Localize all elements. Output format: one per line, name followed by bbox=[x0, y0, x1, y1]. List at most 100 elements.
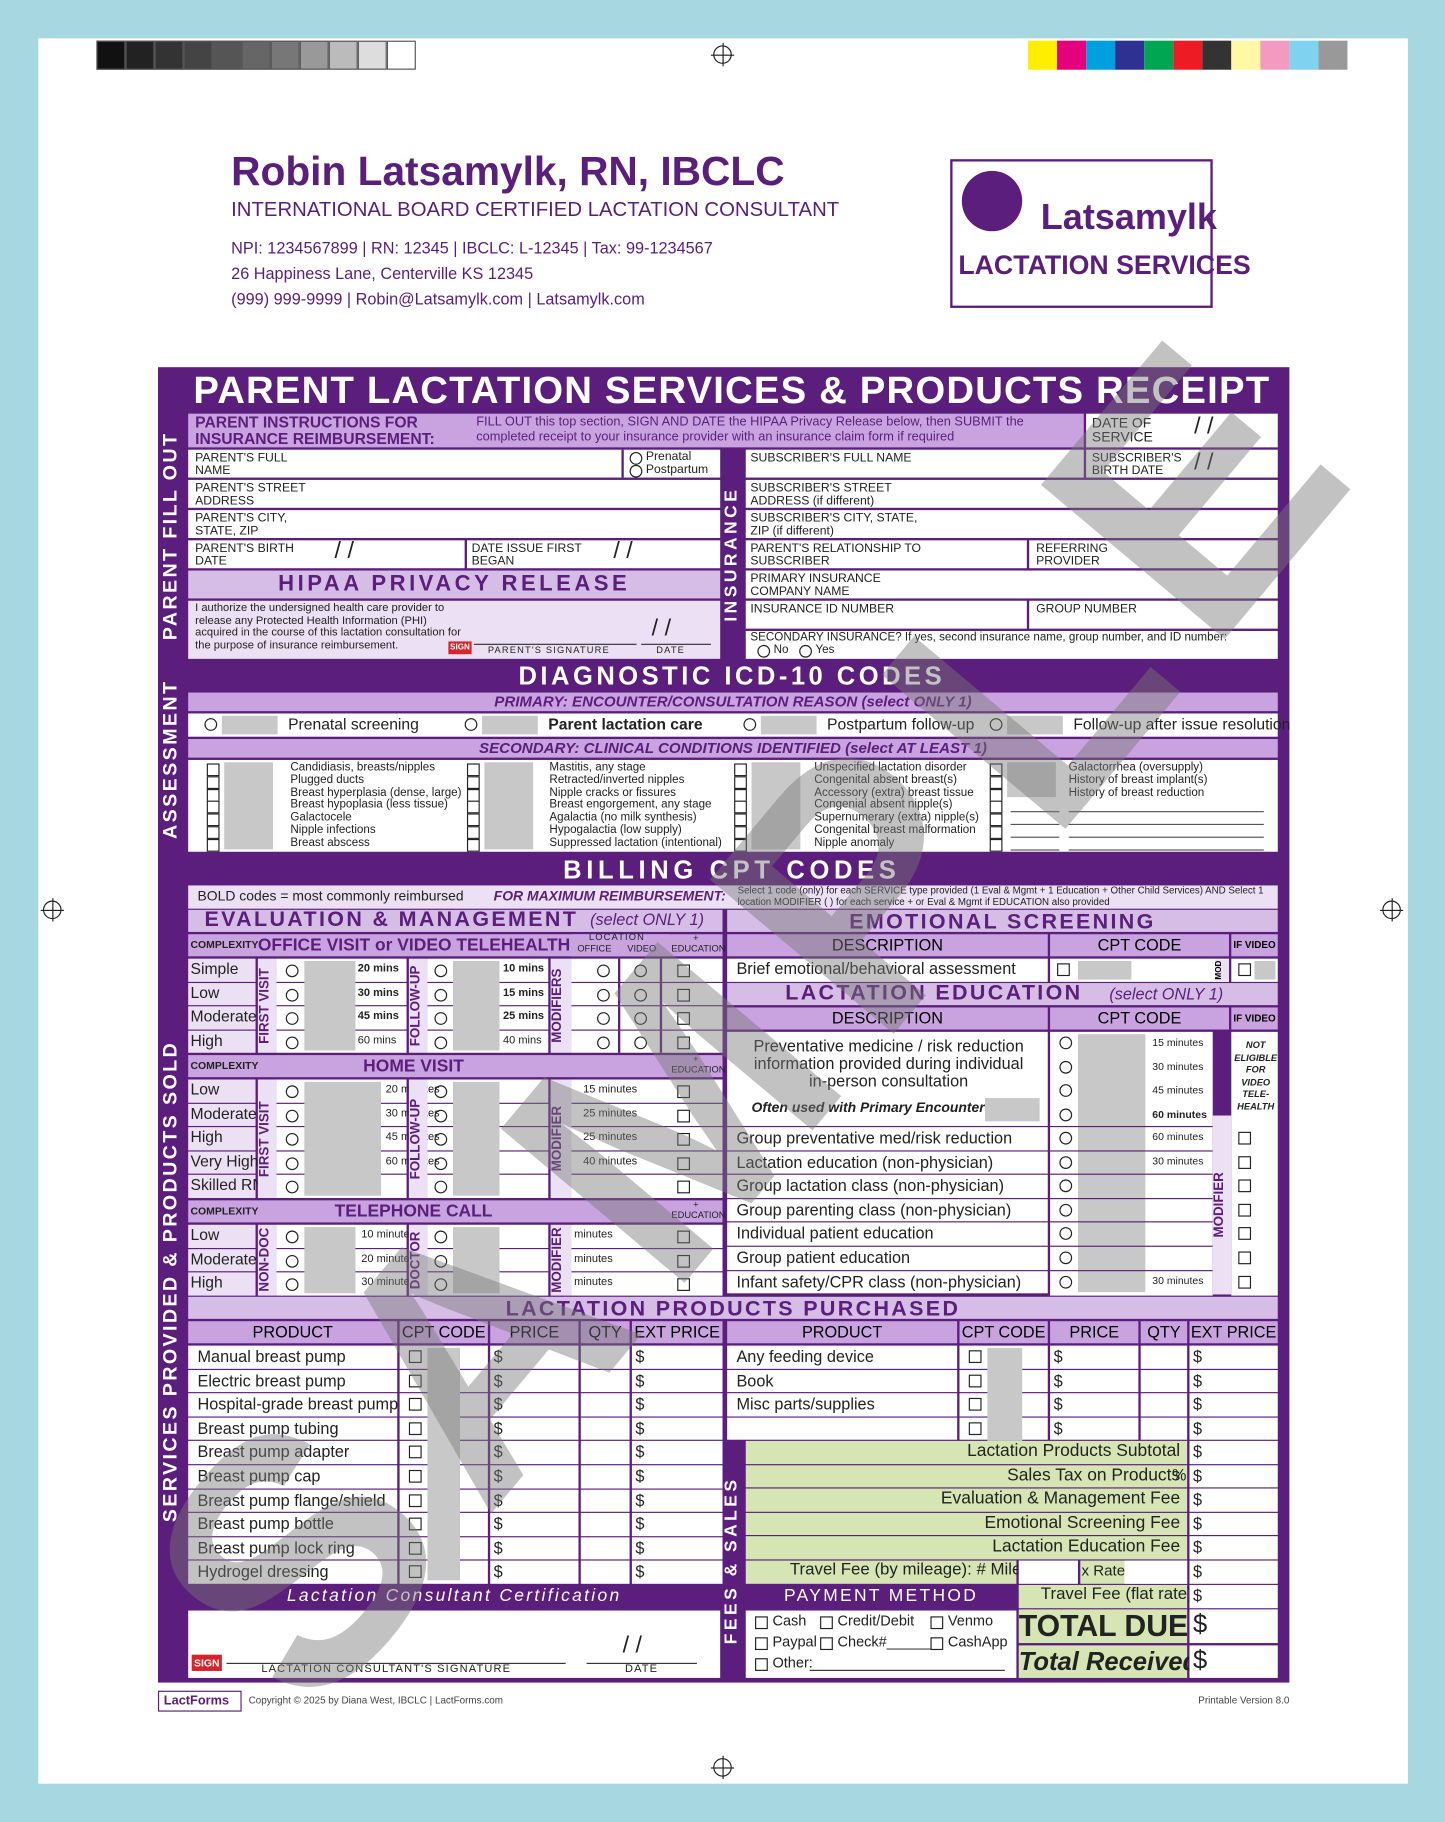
label: History of breast implant(s) bbox=[1068, 773, 1208, 787]
label: SUBSCRIBER'S BIRTH DATE bbox=[1091, 450, 1182, 478]
divider bbox=[659, 982, 663, 1006]
color-patch bbox=[270, 40, 300, 70]
section-heading: QTY bbox=[588, 1322, 622, 1341]
label: BOLD codes = most commonly reimbursed bbox=[197, 887, 464, 905]
label: % bbox=[1172, 1465, 1187, 1484]
label: Copyright © 2025 by Diana West, IBCLC | … bbox=[248, 1694, 503, 1706]
label: COMPLEXITY bbox=[190, 938, 259, 951]
label: $ bbox=[635, 1538, 645, 1557]
section-heading: LACTATION PRODUCTS PURCHASED bbox=[505, 1295, 961, 1321]
label: INSURANCE ID NUMBER bbox=[750, 601, 895, 616]
label: Parent lactation care bbox=[548, 715, 703, 734]
label: High bbox=[190, 1031, 223, 1050]
checkbox bbox=[734, 775, 747, 789]
code-placeholder bbox=[221, 715, 278, 735]
vertical-label: FIRST VISIT bbox=[257, 1100, 272, 1177]
label: CashApp bbox=[947, 1633, 1008, 1651]
radio-button bbox=[634, 1036, 648, 1050]
cell bbox=[745, 570, 1278, 599]
label: VIDEO bbox=[627, 943, 657, 955]
label: Galactocele bbox=[290, 811, 352, 825]
label: 30 mins bbox=[357, 986, 399, 999]
label: 60 mins bbox=[357, 1033, 397, 1047]
color-patch bbox=[241, 40, 271, 70]
cell bbox=[490, 1393, 579, 1417]
color-patch bbox=[299, 40, 329, 70]
cell bbox=[727, 1417, 958, 1441]
cell bbox=[188, 1175, 256, 1199]
label: / / bbox=[622, 1632, 642, 1659]
checkbox bbox=[1238, 1179, 1252, 1193]
radio-button bbox=[434, 964, 448, 978]
vertical-label: MODIFIER bbox=[1212, 1172, 1227, 1238]
label: DATE OF SERVICE bbox=[1091, 414, 1153, 446]
color-patch bbox=[1231, 40, 1261, 70]
label: / / bbox=[1194, 449, 1214, 476]
label: Nipple cracks or fissures bbox=[549, 786, 676, 799]
cell bbox=[257, 958, 277, 1054]
checkbox bbox=[677, 1085, 690, 1099]
label: $ bbox=[635, 1466, 645, 1486]
cell bbox=[1189, 1440, 1278, 1464]
section-heading: PRICE bbox=[509, 1322, 560, 1341]
row-line bbox=[1050, 1197, 1213, 1199]
cell bbox=[571, 1175, 723, 1199]
checkbox bbox=[206, 838, 220, 852]
cell bbox=[580, 1489, 630, 1512]
checkbox bbox=[677, 1157, 690, 1170]
cell bbox=[1189, 1512, 1278, 1536]
checkbox bbox=[820, 1616, 833, 1630]
label: Prenatal bbox=[645, 449, 692, 464]
cell bbox=[631, 1393, 723, 1417]
color-patch bbox=[125, 40, 155, 70]
logo-box bbox=[950, 159, 1213, 308]
cell bbox=[745, 1464, 1188, 1488]
cell bbox=[188, 1248, 256, 1272]
cell bbox=[745, 510, 1278, 539]
label: 25 minutes bbox=[583, 1106, 638, 1120]
cell bbox=[580, 1321, 630, 1344]
blank-line bbox=[1010, 836, 1060, 838]
cell bbox=[745, 1536, 1188, 1560]
section-heading: SECONDARY: CLINICAL CONDITIONS IDENTIFIE… bbox=[479, 739, 987, 757]
checkbox bbox=[408, 1565, 422, 1579]
checkbox bbox=[1238, 1131, 1252, 1145]
label: Unspecified lactation disorder bbox=[814, 761, 967, 774]
label: NOT ELIGIBLE FOR VIDEO TELE-HEALTH bbox=[1234, 1039, 1278, 1112]
radio-button bbox=[597, 964, 610, 978]
checkbox bbox=[1238, 1155, 1252, 1169]
label: PARENT'S BIRTH DATE bbox=[195, 541, 294, 568]
label: Supernumerary (extra) nipple(s) bbox=[814, 811, 979, 825]
label: Nipple anomaly bbox=[814, 836, 895, 850]
label: Group patient education bbox=[736, 1247, 911, 1267]
section-heading: PRICE bbox=[1069, 1322, 1120, 1341]
label: (999) 999-9999 | Robin@Latsamylk.com | L… bbox=[231, 289, 645, 308]
color-patch bbox=[357, 40, 387, 70]
section-heading: PRIMARY: ENCOUNTER/CONSULTATION REASON (… bbox=[494, 692, 972, 710]
code-placeholder bbox=[482, 715, 538, 735]
cell bbox=[1018, 1584, 1188, 1608]
radio-button bbox=[434, 1036, 448, 1050]
divider bbox=[617, 982, 621, 1006]
cell bbox=[1189, 1345, 1278, 1369]
cell bbox=[1050, 1369, 1139, 1393]
cell bbox=[571, 934, 670, 957]
label: Group lactation class (non-physician) bbox=[736, 1176, 1005, 1195]
cell bbox=[580, 1345, 630, 1369]
vertical-label: FOLLOW-UP bbox=[408, 1098, 423, 1180]
cell bbox=[745, 479, 1278, 508]
section-heading: QTY bbox=[1147, 1322, 1181, 1341]
cell bbox=[188, 982, 256, 1006]
label: Candidiasis, breasts/nipples bbox=[290, 761, 436, 774]
label: $ bbox=[1192, 1489, 1203, 1509]
color-patch bbox=[183, 40, 213, 70]
radio-button bbox=[434, 1109, 448, 1123]
cell bbox=[631, 1561, 723, 1584]
label: / / bbox=[334, 538, 354, 564]
fee-label: Sales Tax on Products bbox=[1007, 1464, 1181, 1485]
cell bbox=[188, 540, 465, 569]
checkbox bbox=[1238, 963, 1252, 977]
checkbox bbox=[206, 813, 220, 827]
checkbox bbox=[677, 1012, 690, 1026]
label: Manual breast pump bbox=[197, 1346, 346, 1366]
